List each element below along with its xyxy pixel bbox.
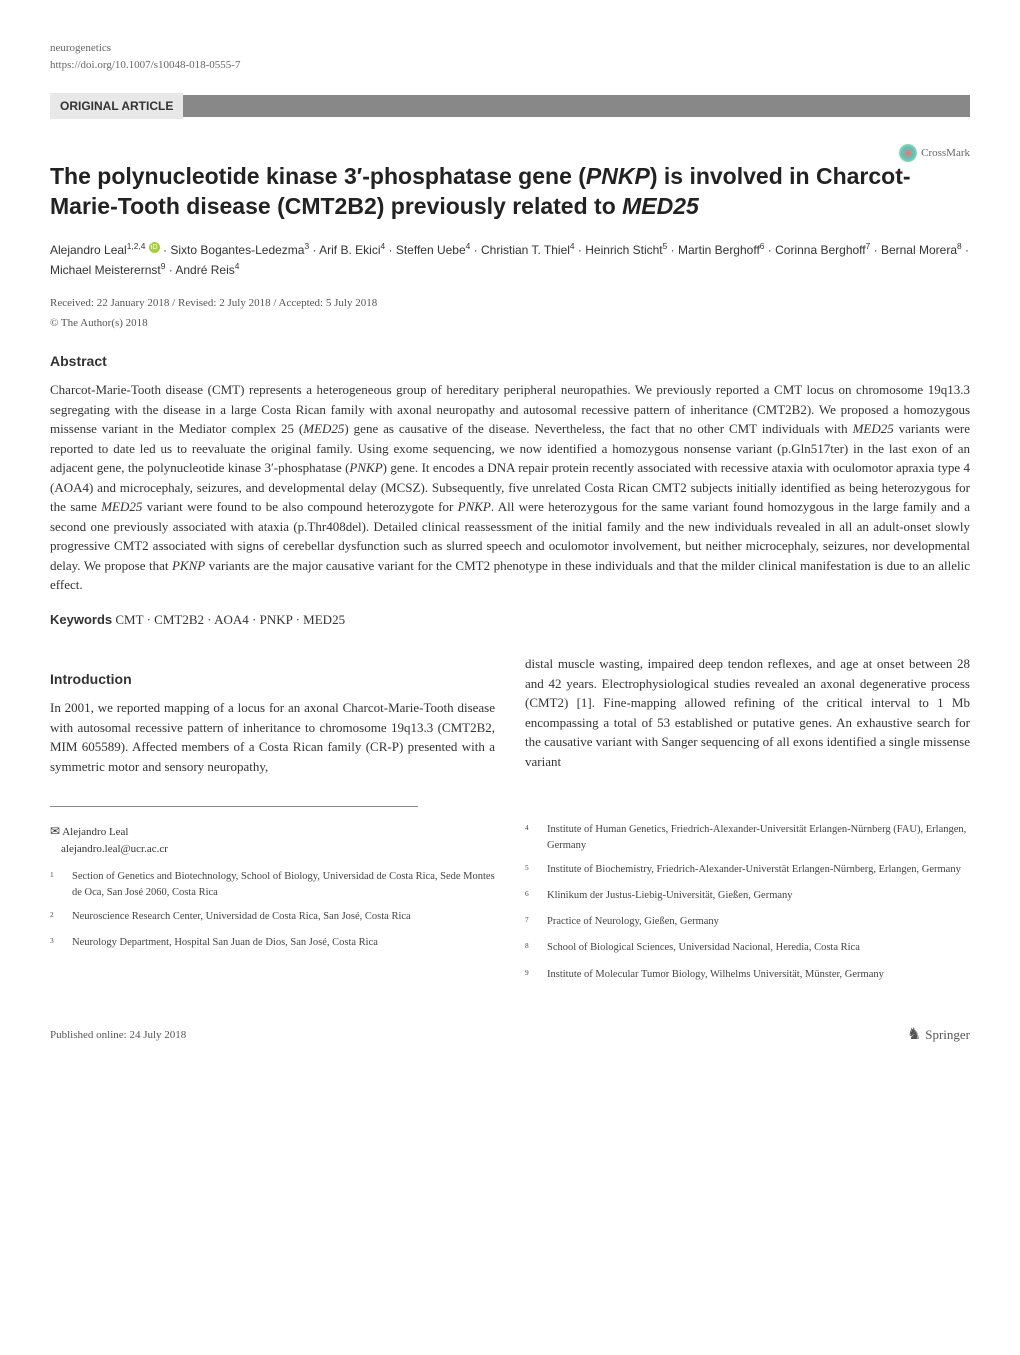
affiliation-item: 2Neuroscience Research Center, Universid…: [50, 909, 495, 927]
intro-heading: Introduction: [50, 669, 495, 690]
doi-link[interactable]: https://doi.org/10.1007/s10048-018-0555-…: [50, 57, 970, 74]
article-type-label: ORIGINAL ARTICLE: [50, 93, 183, 119]
affiliation-item: 4Institute of Human Genetics, Friedrich-…: [525, 822, 970, 854]
corresponding-author: ✉ Alejandro Leal alejandro.leal@ucr.ac.c…: [50, 822, 495, 857]
intro-left-col: Introduction In 2001, we reported mappin…: [50, 654, 495, 786]
intro-columns: Introduction In 2001, we reported mappin…: [50, 654, 970, 786]
keywords-label: Keywords: [50, 612, 112, 627]
affiliations-block: ✉ Alejandro Leal alejandro.leal@ucr.ac.c…: [50, 822, 970, 993]
affiliation-item: 5Institute of Biochemistry, Friedrich-Al…: [525, 862, 970, 880]
corresp-email[interactable]: alejandro.leal@ucr.ac.cr: [61, 843, 168, 855]
affiliation-item: 3Neurology Department, Hospital San Juan…: [50, 935, 495, 953]
section-label-bar: ORIGINAL ARTICLE: [50, 93, 970, 119]
publisher-logo: ♞ Springer: [907, 1023, 970, 1047]
intro-text-left: In 2001, we reported mapping of a locus …: [50, 698, 495, 776]
crossmark-label: CrossMark: [921, 145, 970, 162]
affiliation-item: 8School of Biological Sciences, Universi…: [525, 940, 970, 958]
crossmark-badge[interactable]: CrossMark: [899, 144, 970, 162]
published-online: Published online: 24 July 2018: [50, 1027, 186, 1044]
article-dates: Received: 22 January 2018 / Revised: 2 J…: [50, 295, 970, 312]
title-text: The polynucleotide kinase 3′-phosphatase…: [50, 163, 911, 219]
affiliation-item: 9Institute of Molecular Tumor Biology, W…: [525, 967, 970, 985]
affiliations-right: 4Institute of Human Genetics, Friedrich-…: [525, 822, 970, 985]
journal-meta: neurogenetics https://doi.org/10.1007/s1…: [50, 40, 970, 73]
crossmark-icon: [899, 144, 917, 162]
keywords-text: CMT · CMT2B2 · AOA4 · PNKP · MED25: [115, 612, 345, 627]
affiliation-item: 6Klinikum der Justus-Liebig-Universität,…: [525, 888, 970, 906]
copyright-line: © The Author(s) 2018: [50, 315, 970, 332]
publisher-name: Springer: [925, 1025, 970, 1045]
affil-left-col: ✉ Alejandro Leal alejandro.leal@ucr.ac.c…: [50, 822, 495, 993]
affiliation-item: 7Practice of Neurology, Gießen, Germany: [525, 914, 970, 932]
corresp-name: Alejandro Leal: [62, 826, 128, 838]
page-footer: Published online: 24 July 2018 ♞ Springe…: [50, 1023, 970, 1047]
article-title: The polynucleotide kinase 3′-phosphatase…: [50, 162, 970, 222]
affiliation-item: 1Section of Genetics and Biotechnology, …: [50, 869, 495, 901]
journal-name: neurogenetics: [50, 40, 970, 57]
abstract-heading: Abstract: [50, 351, 970, 372]
header-bar: [183, 95, 970, 117]
intro-right-col: distal muscle wasting, impaired deep ten…: [525, 654, 970, 786]
affil-right-col: 4Institute of Human Genetics, Friedrich-…: [525, 822, 970, 993]
intro-text-right: distal muscle wasting, impaired deep ten…: [525, 654, 970, 771]
springer-horse-icon: ♞: [907, 1023, 921, 1047]
affiliations-left: 1Section of Genetics and Biotechnology, …: [50, 869, 495, 953]
keywords-line: Keywords CMT · CMT2B2 · AOA4 · PNKP · ME…: [50, 610, 970, 630]
footnote-divider: [50, 806, 418, 807]
author-list: Alejandro Leal1,2,4 iD · Sixto Bogantes-…: [50, 240, 970, 280]
abstract-body: Charcot-Marie-Tooth disease (CMT) repres…: [50, 380, 970, 595]
envelope-icon: ✉: [50, 824, 60, 838]
